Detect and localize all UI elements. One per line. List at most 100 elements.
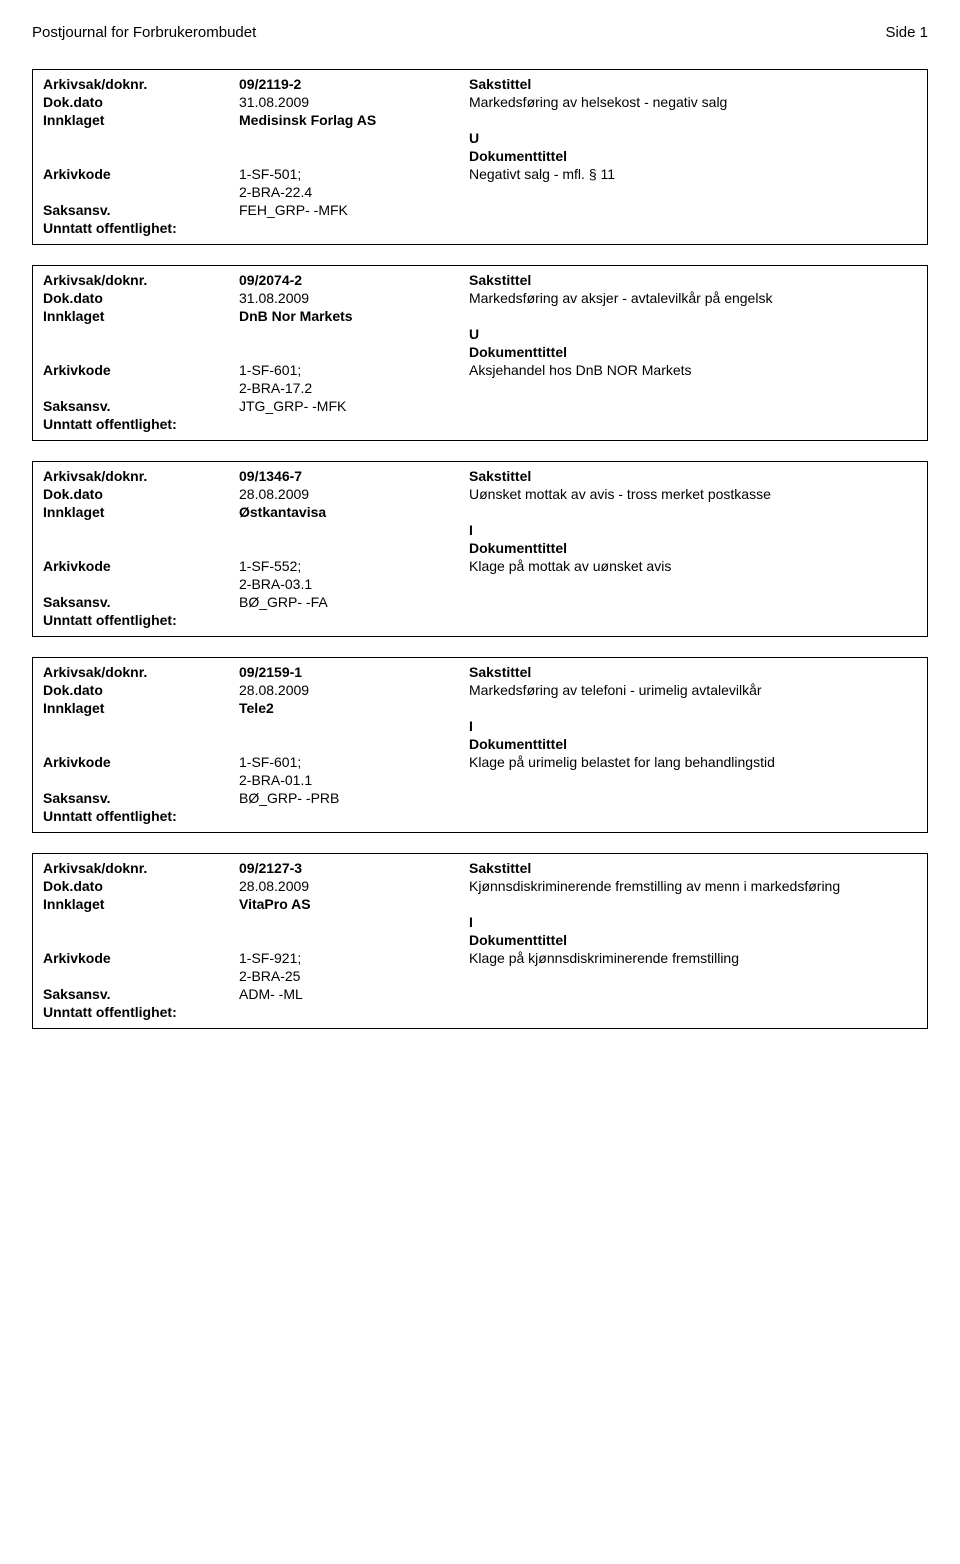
doc-code-value: I — [469, 718, 917, 734]
arkivkode-line-0: 1-SF-501; — [239, 166, 469, 182]
record-row: Dok.dato28.08.2009Kjønnsdiskriminerende … — [43, 878, 917, 894]
record-row: InnklagetDnB Nor Markets — [43, 308, 917, 324]
innklaget-label: Innklaget — [43, 112, 239, 128]
unntatt-label: Unntatt offentlighet: — [43, 1004, 239, 1020]
dokdato-value: 31.08.2009 — [239, 94, 469, 110]
record-row: Arkivsak/doknr.09/2159-1Sakstittel — [43, 664, 917, 680]
dokdato-value: 28.08.2009 — [239, 878, 469, 894]
arkivkode-label: Arkivkode — [43, 950, 239, 966]
dokumenttittel-text: Negativt salg - mfl. § 11 — [469, 166, 917, 182]
dokumenttittel-text: Klage på urimelig belastet for lang beha… — [469, 754, 917, 770]
dokumenttittel-text: Klage på kjønnsdiskriminerende fremstill… — [469, 950, 917, 966]
page-number: Side 1 — [885, 24, 928, 41]
record-row: Dok.dato28.08.2009Uønsket mottak av avis… — [43, 486, 917, 502]
unntatt-label: Unntatt offentlighet: — [43, 808, 239, 824]
dokdato-label: Dok.dato — [43, 682, 239, 698]
dokumenttittel-label: Dokumenttittel — [469, 540, 917, 556]
record-row: Unntatt offentlighet: — [43, 808, 917, 824]
record-row: Arkivkode1-SF-552;Klage på mottak av uøn… — [43, 558, 917, 574]
record-row: Saksansv.FEH_GRP- -MFK — [43, 202, 917, 218]
record-row: Saksansv.ADM- -ML — [43, 986, 917, 1002]
dokumenttittel-text: Aksjehandel hos DnB NOR Markets — [469, 362, 917, 378]
arkivsak-label: Arkivsak/doknr. — [43, 860, 239, 876]
record-row: Saksansv.JTG_GRP- -MFK — [43, 398, 917, 414]
record-row: I — [43, 914, 917, 930]
unntatt-label: Unntatt offentlighet: — [43, 220, 239, 236]
record-row: Arkivkode1-SF-921;Klage på kjønnsdiskrim… — [43, 950, 917, 966]
saksansv-value: JTG_GRP- -MFK — [239, 398, 469, 414]
arkivkode-line-1: 2-BRA-01.1 — [239, 772, 469, 788]
doc-code-value: U — [469, 130, 917, 146]
innklaget-label: Innklaget — [43, 896, 239, 912]
dokumenttittel-label: Dokumenttittel — [469, 148, 917, 164]
arkivsak-value: 09/2159-1 — [239, 664, 469, 680]
innklaget-value: Medisinsk Forlag AS — [239, 112, 469, 128]
dokumenttittel-label: Dokumenttittel — [469, 932, 917, 948]
arkivsak-label: Arkivsak/doknr. — [43, 76, 239, 92]
unntatt-label: Unntatt offentlighet: — [43, 612, 239, 628]
dokumenttittel-label: Dokumenttittel — [469, 736, 917, 752]
record-row: U — [43, 130, 917, 146]
saksansv-label: Saksansv. — [43, 790, 239, 806]
saksansv-value: BØ_GRP- -FA — [239, 594, 469, 610]
saksansv-label: Saksansv. — [43, 398, 239, 414]
saksbeskrivelse-value: Kjønnsdiskriminerende fremstilling av me… — [469, 878, 917, 894]
dokdato-value: 31.08.2009 — [239, 290, 469, 306]
record-row: Arkivkode1-SF-601;Aksjehandel hos DnB NO… — [43, 362, 917, 378]
record-row: 2-BRA-25 — [43, 968, 917, 984]
saksansv-label: Saksansv. — [43, 594, 239, 610]
saksbeskrivelse-value: Markedsføring av aksjer - avtalevilkår p… — [469, 290, 917, 306]
innklaget-value: Tele2 — [239, 700, 469, 716]
record-row: Dokumenttittel — [43, 736, 917, 752]
dokdato-value: 28.08.2009 — [239, 682, 469, 698]
arkivsak-label: Arkivsak/doknr. — [43, 468, 239, 484]
record-row: Arkivkode1-SF-601;Klage på urimelig bela… — [43, 754, 917, 770]
doc-code-value: I — [469, 914, 917, 930]
record-row: Unntatt offentlighet: — [43, 612, 917, 628]
record-row: Unntatt offentlighet: — [43, 416, 917, 432]
innklaget-value: Østkantavisa — [239, 504, 469, 520]
arkivsak-value: 09/2074-2 — [239, 272, 469, 288]
record-row: Arkivsak/doknr.09/2074-2Sakstittel — [43, 272, 917, 288]
dokdato-label: Dok.dato — [43, 878, 239, 894]
dokdato-label: Dok.dato — [43, 290, 239, 306]
dokumenttittel-label: Dokumenttittel — [469, 344, 917, 360]
record-row: I — [43, 718, 917, 734]
sakstittel-label: Sakstittel — [469, 664, 917, 680]
record-row: Dok.dato31.08.2009Markedsføring av helse… — [43, 94, 917, 110]
journal-title: Postjournal for Forbrukerombudet — [32, 24, 256, 41]
doc-code-value: I — [469, 522, 917, 538]
saksansv-value: ADM- -ML — [239, 986, 469, 1002]
record-row: Dokumenttittel — [43, 344, 917, 360]
record-row: U — [43, 326, 917, 342]
record-row: Saksansv.BØ_GRP- -FA — [43, 594, 917, 610]
record: Arkivsak/doknr.09/2159-1Sakstittel Dok.da… — [32, 657, 928, 833]
record: Arkivsak/doknr.09/2119-2Sakstittel Dok.da… — [32, 69, 928, 245]
record: Arkivsak/doknr.09/1346-7SakstittelDok.da… — [32, 461, 928, 637]
dokdato-label: Dok.dato — [43, 486, 239, 502]
innklaget-label: Innklaget — [43, 308, 239, 324]
record-row: 2-BRA-17.2 — [43, 380, 917, 396]
arkivkode-label: Arkivkode — [43, 166, 239, 182]
dokdato-value: 28.08.2009 — [239, 486, 469, 502]
record-row: 2-BRA-22.4 — [43, 184, 917, 200]
record-row: InnklagetTele2 — [43, 700, 917, 716]
saksansv-value: FEH_GRP- -MFK — [239, 202, 469, 218]
sakstittel-label: Sakstittel — [469, 860, 917, 876]
arkivsak-value: 09/2119-2 — [239, 76, 469, 92]
dokdato-label: Dok.dato — [43, 94, 239, 110]
record-row: Dokumenttittel — [43, 148, 917, 164]
arkivsak-value: 09/2127-3 — [239, 860, 469, 876]
saksansv-value: BØ_GRP- -PRB — [239, 790, 469, 806]
arkivkode-label: Arkivkode — [43, 754, 239, 770]
record-row: Dokumenttittel — [43, 540, 917, 556]
innklaget-label: Innklaget — [43, 700, 239, 716]
record: Arkivsak/doknr.09/2074-2Sakstittel Dok.da… — [32, 265, 928, 441]
sakstittel-label: Sakstittel — [469, 76, 917, 92]
record-row: Unntatt offentlighet: — [43, 220, 917, 236]
record-row: InnklagetVitaPro AS — [43, 896, 917, 912]
sakstittel-label: Sakstittel — [469, 468, 917, 484]
arkivsak-label: Arkivsak/doknr. — [43, 664, 239, 680]
records-container: Arkivsak/doknr.09/2119-2SakstittelDok.da… — [32, 69, 928, 1029]
record-row: Dok.dato28.08.2009Markedsføring av telef… — [43, 682, 917, 698]
